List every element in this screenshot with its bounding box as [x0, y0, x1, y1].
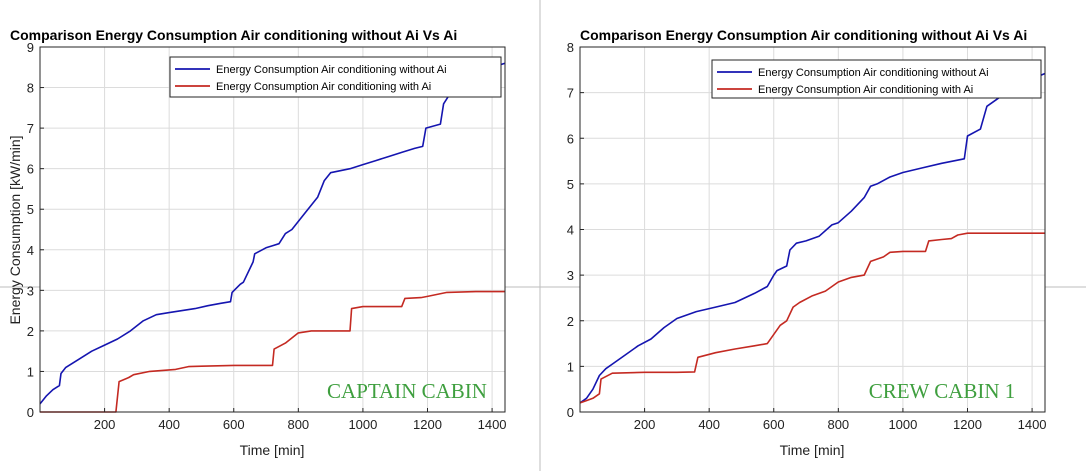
- y-tick-label: 3: [27, 283, 34, 298]
- y-tick-label: 8: [567, 40, 574, 55]
- chart-title: Comparison Energy Consumption Air condit…: [10, 27, 457, 43]
- legend-entry-with-ai: Energy Consumption Air conditioning with…: [216, 81, 431, 93]
- legend-entry-without-ai: Energy Consumption Air conditioning with…: [758, 67, 989, 79]
- y-tick-label: 8: [27, 81, 34, 96]
- y-tick-label: 9: [27, 40, 34, 55]
- x-tick-label: 1400: [1018, 417, 1047, 432]
- axes-frame: [39, 46, 506, 413]
- y-tick-label: 5: [567, 177, 574, 192]
- y-tick-label: 2: [567, 314, 574, 329]
- chart-panel-2: 200 400 600 800 1000 1200 1400 0 1 2 3 4 5 6 7 8 Compari…: [567, 27, 1047, 458]
- y-tick-label: 0: [567, 405, 574, 420]
- x-tick-label: 1000: [888, 417, 917, 432]
- y-tick-label: 7: [567, 86, 574, 101]
- x-tick-label: 800: [287, 417, 309, 432]
- x-tick-label: 800: [827, 417, 849, 432]
- legend: Energy Consumption Air conditioning with…: [169, 56, 502, 98]
- cabin-label: CREW CABIN 1: [869, 379, 1016, 403]
- chart-panel-1: 200 400 600 800 1000 1200 1400 0 1 2 3 4 5 6 7 8 9Compar…: [7, 27, 507, 458]
- y-tick-label: 1: [27, 364, 34, 379]
- x-tick-label: 400: [158, 417, 180, 432]
- legend-box: [711, 59, 1042, 99]
- y-tick-label: 5: [27, 202, 34, 217]
- x-axis-label: Time [min]: [780, 442, 845, 458]
- x-tick-label: 1400: [478, 417, 507, 432]
- x-tick-label: 600: [223, 417, 245, 432]
- series-line-without-ai: [39, 62, 506, 405]
- y-tick-label: 4: [567, 223, 574, 238]
- series-line-without-ai: [579, 72, 1046, 404]
- x-tick-label: 1200: [413, 417, 442, 432]
- legend-entry-with-ai: Energy Consumption Air conditioning with…: [758, 84, 973, 96]
- y-tick-label: 2: [27, 324, 34, 339]
- x-tick-label: 200: [94, 417, 116, 432]
- y-tick-label: 1: [567, 359, 574, 374]
- series-line-with-ai: [579, 232, 1045, 404]
- legend: Energy Consumption Air conditioning with…: [711, 59, 1042, 99]
- y-tick-label: 6: [27, 162, 34, 177]
- x-tick-label: 400: [698, 417, 720, 432]
- y-tick-label: 4: [27, 243, 34, 258]
- x-tick-label: 1000: [348, 417, 377, 432]
- x-tick-label: 200: [634, 417, 656, 432]
- cabin-label: CAPTAIN CABIN: [327, 379, 487, 403]
- y-axis-label: Energy Consumption [kW/min]: [7, 135, 23, 324]
- x-tick-label: 1200: [953, 417, 982, 432]
- x-axis-label: Time [min]: [240, 442, 305, 458]
- x-tick-label: 600: [763, 417, 785, 432]
- legend-box: [169, 56, 502, 98]
- series-line-with-ai: [40, 290, 505, 413]
- chart-title: Comparison Energy Consumption Air condit…: [580, 27, 1027, 43]
- legend-entry-without-ai: Energy Consumption Air conditioning with…: [216, 64, 447, 76]
- y-tick-label: 0: [27, 405, 34, 420]
- y-tick-label: 6: [567, 131, 574, 146]
- y-tick-label: 3: [567, 268, 574, 283]
- y-tick-label: 7: [27, 121, 34, 136]
